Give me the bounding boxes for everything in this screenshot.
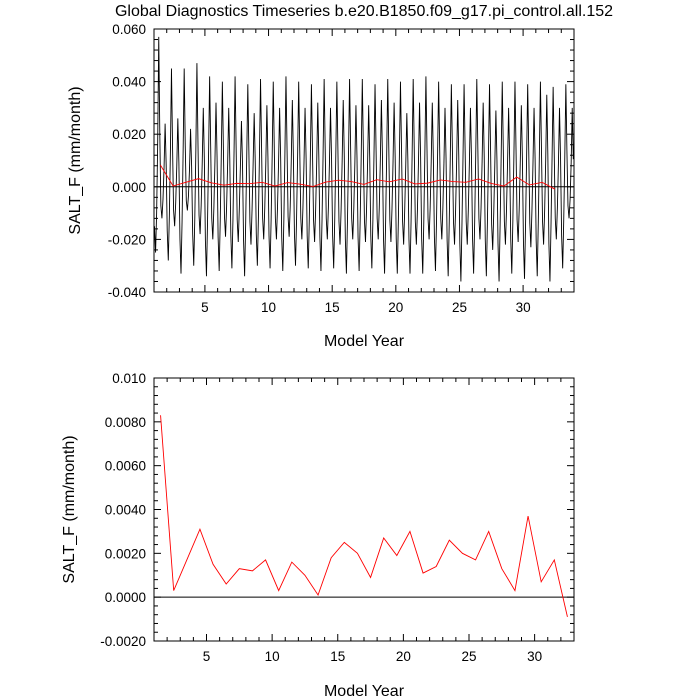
y-tick-label: -0.040: [108, 285, 146, 300]
annual-mean-series-line: [160, 415, 568, 617]
page-title: Global Diagnostics Timeseries b.e20.B185…: [115, 3, 613, 20]
y-tick-label: 0.0060: [105, 459, 146, 474]
x-tick-label: 15: [330, 649, 345, 664]
x-tick-label: 10: [261, 300, 276, 315]
axis-ticks: [153, 377, 575, 642]
series-layer: [160, 415, 568, 617]
y-tick-labels: -0.0020 0.0000 0.0020 0.0040 0.0060 0.0080 0.0…: [100, 371, 146, 649]
y-tick-label: 0.010: [112, 371, 146, 386]
series-layer: [154, 36, 574, 282]
y-tick-label: 0.040: [112, 75, 146, 90]
x-tick-label: 5: [203, 649, 211, 664]
y-axis-label: SALT_F (mm/month): [61, 435, 78, 583]
y-tick-label: 0.020: [112, 127, 146, 142]
x-tick-label: 20: [388, 300, 403, 315]
plot-frame: [153, 377, 575, 642]
monthly-series-line: [154, 36, 574, 282]
y-tick-label: 0.0080: [105, 415, 146, 430]
y-tick-label: 0.0040: [105, 503, 146, 518]
top-panel: -0.040 -0.020 0.000 0.020 0.040 0.060 5 10 15 20…: [67, 22, 575, 350]
y-tick-labels: -0.040 -0.020 0.000 0.020 0.040 0.060: [108, 22, 146, 300]
x-tick-label: 5: [201, 300, 209, 315]
x-tick-label: 10: [265, 649, 280, 664]
x-tick-labels: 5 10 15 20 25 30: [203, 649, 542, 664]
x-tick-label: 30: [527, 649, 542, 664]
x-tick-label: 25: [452, 300, 467, 315]
x-tick-label: 20: [396, 649, 411, 664]
y-axis-label: SALT_F (mm/month): [67, 86, 84, 234]
annual-mean-series-line: [159, 164, 556, 190]
y-tick-label: -0.0020: [100, 634, 146, 649]
y-tick-label: 0.060: [112, 22, 146, 37]
x-tick-label: 25: [461, 649, 476, 664]
y-tick-label: 0.000: [112, 180, 146, 195]
y-tick-label: 0.0000: [105, 590, 146, 605]
x-tick-label: 30: [516, 300, 531, 315]
bottom-panel: -0.0020 0.0000 0.0020 0.0040 0.0060 0.0080 0.0…: [61, 371, 575, 700]
y-tick-label: 0.0020: [105, 546, 146, 561]
x-axis-label: Model Year: [324, 683, 405, 700]
x-tick-labels: 5 10 15 20 25 30: [201, 300, 530, 315]
plot-frame: [153, 28, 575, 293]
axis-ticks: [153, 28, 575, 293]
y-tick-label: -0.020: [108, 232, 146, 247]
x-axis-label: Model Year: [324, 333, 405, 350]
x-tick-label: 15: [325, 300, 340, 315]
